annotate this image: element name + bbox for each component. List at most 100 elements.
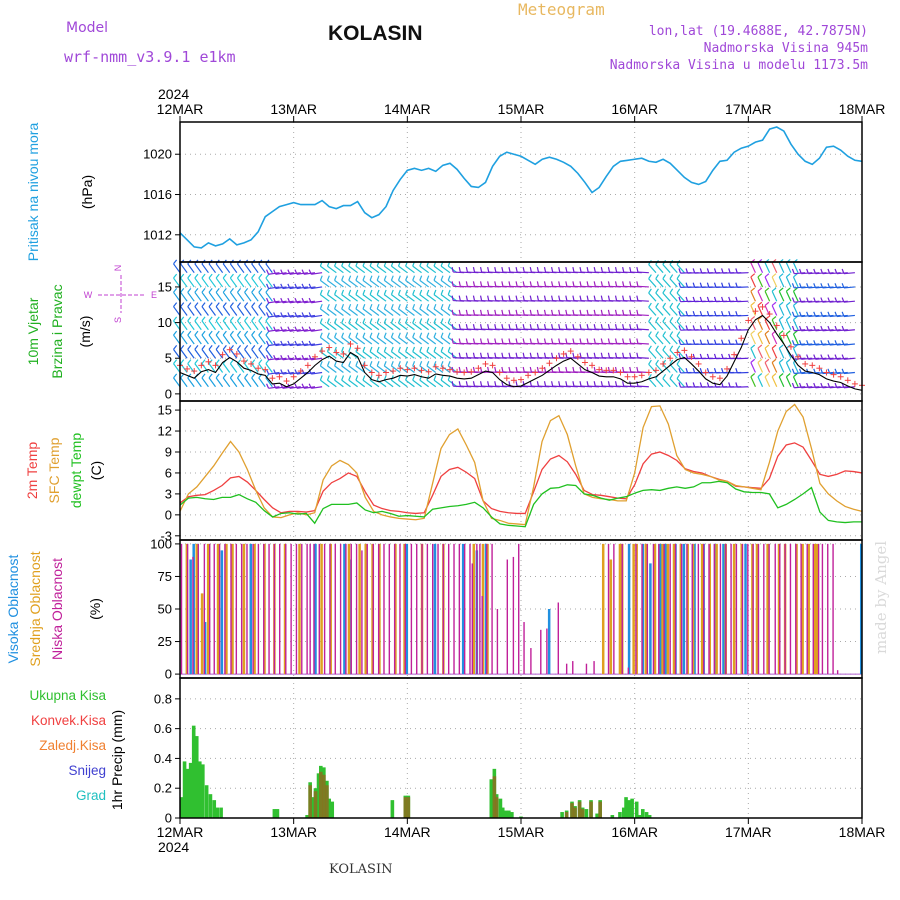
wind-barb	[173, 348, 181, 359]
wind-barb	[728, 310, 731, 317]
wind-barb	[791, 311, 795, 317]
wind-barb	[808, 329, 820, 332]
wind-barb	[311, 314, 323, 318]
wind-barb	[265, 334, 273, 345]
wind-barb	[208, 291, 217, 302]
precip-total-bar	[610, 815, 615, 818]
wind-barb	[834, 325, 838, 331]
wind-barb	[558, 352, 561, 358]
wind-barb	[397, 275, 401, 281]
wind-barb	[405, 279, 415, 288]
wind-barb	[798, 368, 802, 374]
wind-barb	[757, 373, 763, 378]
wind-barb	[750, 347, 756, 359]
wind-barb	[334, 275, 337, 281]
wind-barb	[792, 333, 799, 345]
wind-barb	[311, 329, 323, 332]
precip-conv-bar	[403, 797, 408, 818]
wind-barb	[173, 359, 178, 364]
wind-barb	[829, 272, 841, 275]
wind-barb	[785, 330, 791, 335]
wind-barb	[629, 281, 632, 287]
wind-barb	[458, 381, 461, 387]
wind-barb	[648, 335, 657, 345]
wind-barb	[348, 375, 352, 381]
wind-barb	[320, 336, 330, 345]
wind-barb	[208, 373, 213, 379]
wind-barb	[655, 278, 664, 288]
wind-barb	[405, 346, 408, 352]
wind-barb	[750, 287, 756, 292]
wind-barb	[655, 302, 659, 308]
wind-barb	[600, 338, 603, 344]
wind-barb	[280, 312, 284, 318]
wind-barb	[600, 295, 603, 301]
wind-barb	[208, 377, 217, 388]
wind-barb	[236, 273, 242, 279]
wind-barb	[280, 283, 284, 289]
wind-barb	[793, 287, 798, 292]
wind-barb	[614, 338, 618, 344]
wind-barb	[229, 288, 234, 293]
wind-barb	[794, 386, 806, 389]
wind-barb	[419, 351, 430, 359]
wind-barb	[820, 311, 824, 317]
wind-barb	[685, 310, 689, 317]
wind-barb	[289, 300, 301, 304]
wind-barb	[820, 268, 824, 274]
wind-barb	[801, 286, 813, 289]
wind-barb	[806, 311, 809, 317]
wind-barb	[369, 308, 380, 316]
wind-barb	[251, 320, 259, 331]
wind-barb	[194, 330, 199, 336]
wind-barb	[834, 283, 838, 289]
wind-barb	[301, 269, 305, 275]
wind-barb	[543, 309, 547, 315]
wind-barb	[294, 354, 298, 361]
wind-barb	[362, 351, 373, 359]
wind-barb	[348, 308, 358, 316]
wind-barb	[405, 322, 415, 331]
wind-barb	[296, 272, 308, 275]
wind-barb	[472, 366, 476, 372]
wind-barb	[458, 267, 461, 273]
precip-conv-bar	[564, 812, 569, 818]
wind-barb	[187, 263, 195, 274]
wind-barb	[258, 291, 266, 302]
precip-total-bar	[310, 797, 315, 818]
wind-barb	[827, 311, 831, 317]
wind-barb	[472, 338, 476, 344]
wind-barb	[355, 265, 366, 274]
wind-barb	[757, 305, 764, 316]
wind-barb	[792, 305, 799, 316]
wind-barb	[522, 352, 525, 358]
wind-barb	[180, 302, 185, 307]
wind-barb	[662, 292, 671, 302]
wind-barb	[692, 296, 696, 302]
wind-barb	[355, 336, 366, 345]
wind-barb	[273, 326, 277, 332]
wind-barb	[655, 345, 659, 351]
wind-barb	[362, 318, 366, 324]
wind-barb	[721, 325, 724, 331]
wind-barb	[369, 322, 380, 331]
wind-barb	[208, 288, 213, 293]
y-tick-label: 3	[165, 486, 172, 501]
wind-barb	[843, 300, 855, 303]
wind-barb	[757, 316, 763, 321]
wind-barb	[308, 283, 312, 289]
precip-total-bar	[204, 785, 209, 818]
wind-barb	[362, 289, 366, 295]
wind-barb	[579, 295, 582, 301]
wind-barb	[194, 288, 199, 293]
wind-barb	[669, 345, 674, 351]
wind-barb	[327, 336, 337, 345]
wind-barb	[629, 295, 632, 301]
y-tick-label: 25	[158, 634, 172, 649]
wind-barb	[308, 269, 312, 275]
wind-barb	[208, 363, 217, 373]
wind-barb	[289, 357, 301, 361]
wind-barb	[282, 314, 294, 318]
pressure-line	[179, 126, 863, 249]
wind-barb	[244, 277, 252, 288]
